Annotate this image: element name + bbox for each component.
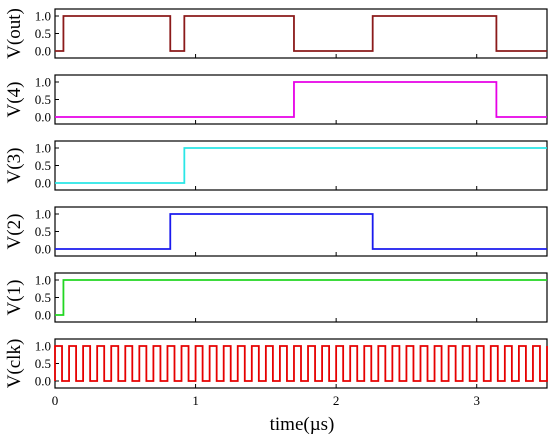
x-axis: 0 1 2 3 <box>52 393 480 408</box>
y-tick-label: 1.0 <box>35 207 51 222</box>
x-tick-label: 2 <box>333 393 340 408</box>
y-tick-label: 0.0 <box>35 308 51 323</box>
series-line <box>55 147 547 184</box>
panel-0: 1.0 0.5 0.0 V(out) <box>4 8 548 59</box>
y-tick-label: 0.5 <box>35 290 51 305</box>
series-line <box>55 213 547 250</box>
panel-1: 1.0 0.5 0.0 V(4) <box>4 74 548 125</box>
panel-3: 1.0 0.5 0.0 V(2) <box>4 206 548 257</box>
panel-label: V(3) <box>4 148 25 184</box>
y-tick-label: 1.0 <box>35 9 51 24</box>
y-tick-label: 1.0 <box>35 273 51 288</box>
y-tick-label: 0.0 <box>35 44 51 59</box>
x-tick-label: 3 <box>473 393 480 408</box>
y-tick-label: 1.0 <box>35 75 51 90</box>
y-tick-label: 0.0 <box>35 176 51 191</box>
x-tick-label: 0 <box>52 393 59 408</box>
panel-label: V(clk) <box>4 339 25 389</box>
series-line <box>55 81 547 118</box>
y-tick-label: 0.5 <box>35 224 51 239</box>
y-tick-label: 0.0 <box>35 242 51 257</box>
panel-2: 1.0 0.5 0.0 V(3) <box>4 140 548 191</box>
x-axis-label: time(µs) <box>270 414 335 435</box>
chart-panels: 1.0 0.5 0.0 V(out) 1.0 0.5 0.0 V(4) 1.0 0.5 0.0 V(3… <box>4 8 548 389</box>
y-tick-label: 1.0 <box>35 339 51 354</box>
y-tick-label: 0.0 <box>35 110 51 125</box>
panel-5: 1.0 0.5 0.0 V(clk) <box>4 338 548 389</box>
series-line <box>55 15 547 52</box>
y-tick-label: 0.5 <box>35 92 51 107</box>
y-tick-label: 0.5 <box>35 158 51 173</box>
y-tick-label: 1.0 <box>35 141 51 156</box>
panel-label: V(2) <box>4 214 25 250</box>
y-tick-label: 0.5 <box>35 356 51 371</box>
series-line <box>55 279 547 316</box>
series-line <box>54 345 548 382</box>
panel-label: V(4) <box>4 82 25 118</box>
panel-label: V(out) <box>4 8 25 59</box>
x-tick-label: 1 <box>192 393 199 408</box>
y-tick-label: 0.5 <box>35 26 51 41</box>
panel-4: 1.0 0.5 0.0 V(1) <box>4 272 548 323</box>
y-tick-label: 0.0 <box>35 374 51 389</box>
panel-label: V(1) <box>4 280 25 316</box>
